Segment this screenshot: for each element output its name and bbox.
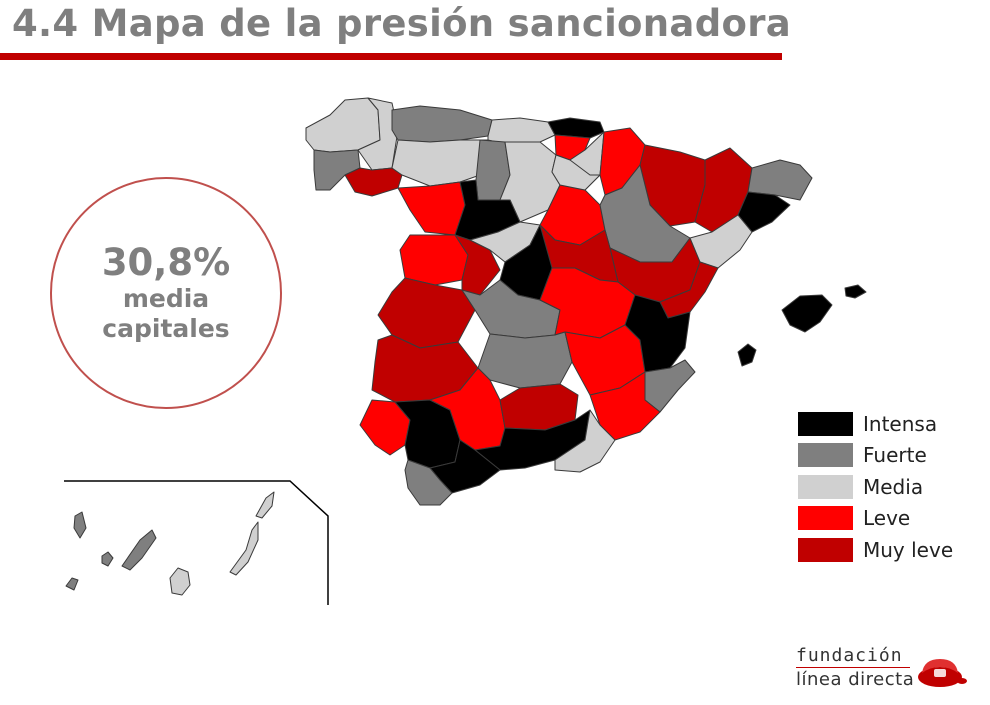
province-leon: [391, 139, 489, 187]
province-asturias: [391, 105, 493, 143]
legend-swatch-intensa: [798, 411, 853, 436]
legend-swatch-muy-leve: [798, 537, 853, 562]
province-salamanca: [399, 234, 469, 286]
legend-swatch-leve: [798, 506, 853, 531]
stat-label-line1: media: [122, 284, 210, 313]
legend-label-leve: Leve: [863, 506, 911, 531]
legend-item-muy-leve: Muy leve: [798, 534, 953, 566]
island-ibiza: [737, 343, 757, 367]
canary-inset-frame: [64, 480, 329, 605]
province-zamora: [397, 181, 466, 236]
province-valencia: [624, 294, 691, 373]
island-el-hierro: [65, 577, 79, 591]
legend-label-muy-leve: Muy leve: [863, 537, 954, 562]
legend-label-fuerte: Fuerte: [863, 443, 927, 468]
legend-item-leve: Leve: [798, 503, 953, 535]
province-cadiz: [404, 459, 453, 506]
island-menorca: [844, 284, 867, 299]
logo-text-line1: fundación: [796, 645, 903, 666]
logo-divider: [796, 667, 910, 668]
province-almeria: [554, 409, 616, 473]
island-lanzarote: [255, 491, 275, 519]
island-la-palma: [73, 511, 87, 539]
legend-label-media: Media: [863, 474, 924, 499]
province-a-coruna: [305, 97, 381, 153]
island-fuerteventura: [229, 521, 259, 576]
logo-text-line2: línea directa: [796, 669, 915, 690]
title-underline: [0, 53, 782, 60]
island-la-gomera: [101, 551, 114, 567]
red-phone-icon: [918, 659, 967, 687]
legend-item-media: Media: [798, 471, 953, 503]
island-mallorca: [781, 294, 833, 333]
page-title: 4.4 Mapa de la presión sancionadora: [12, 2, 792, 45]
legend-swatch-media: [798, 474, 853, 499]
map-legend: Intensa Fuerte Media Leve Muy leve: [798, 408, 953, 566]
island-tenerife: [121, 529, 157, 571]
legend-item-intensa: Intensa: [798, 408, 953, 440]
province-ciudad-real: [477, 331, 573, 389]
legend-label-intensa: Intensa: [863, 411, 938, 436]
stat-circle: 30,8% media capitales: [50, 177, 282, 409]
island-gran-canaria: [169, 567, 191, 596]
province-la-rioja: [551, 154, 601, 191]
legend-item-fuerte: Fuerte: [798, 440, 953, 472]
stat-value: 30,8%: [101, 241, 231, 284]
legend-swatch-fuerte: [798, 443, 853, 468]
fundacion-linea-directa-logo: fundación línea directa: [794, 645, 974, 695]
province-ourense: [344, 167, 403, 197]
province-tarragona: [689, 214, 753, 269]
stat-label-line2: capitales: [102, 314, 230, 343]
